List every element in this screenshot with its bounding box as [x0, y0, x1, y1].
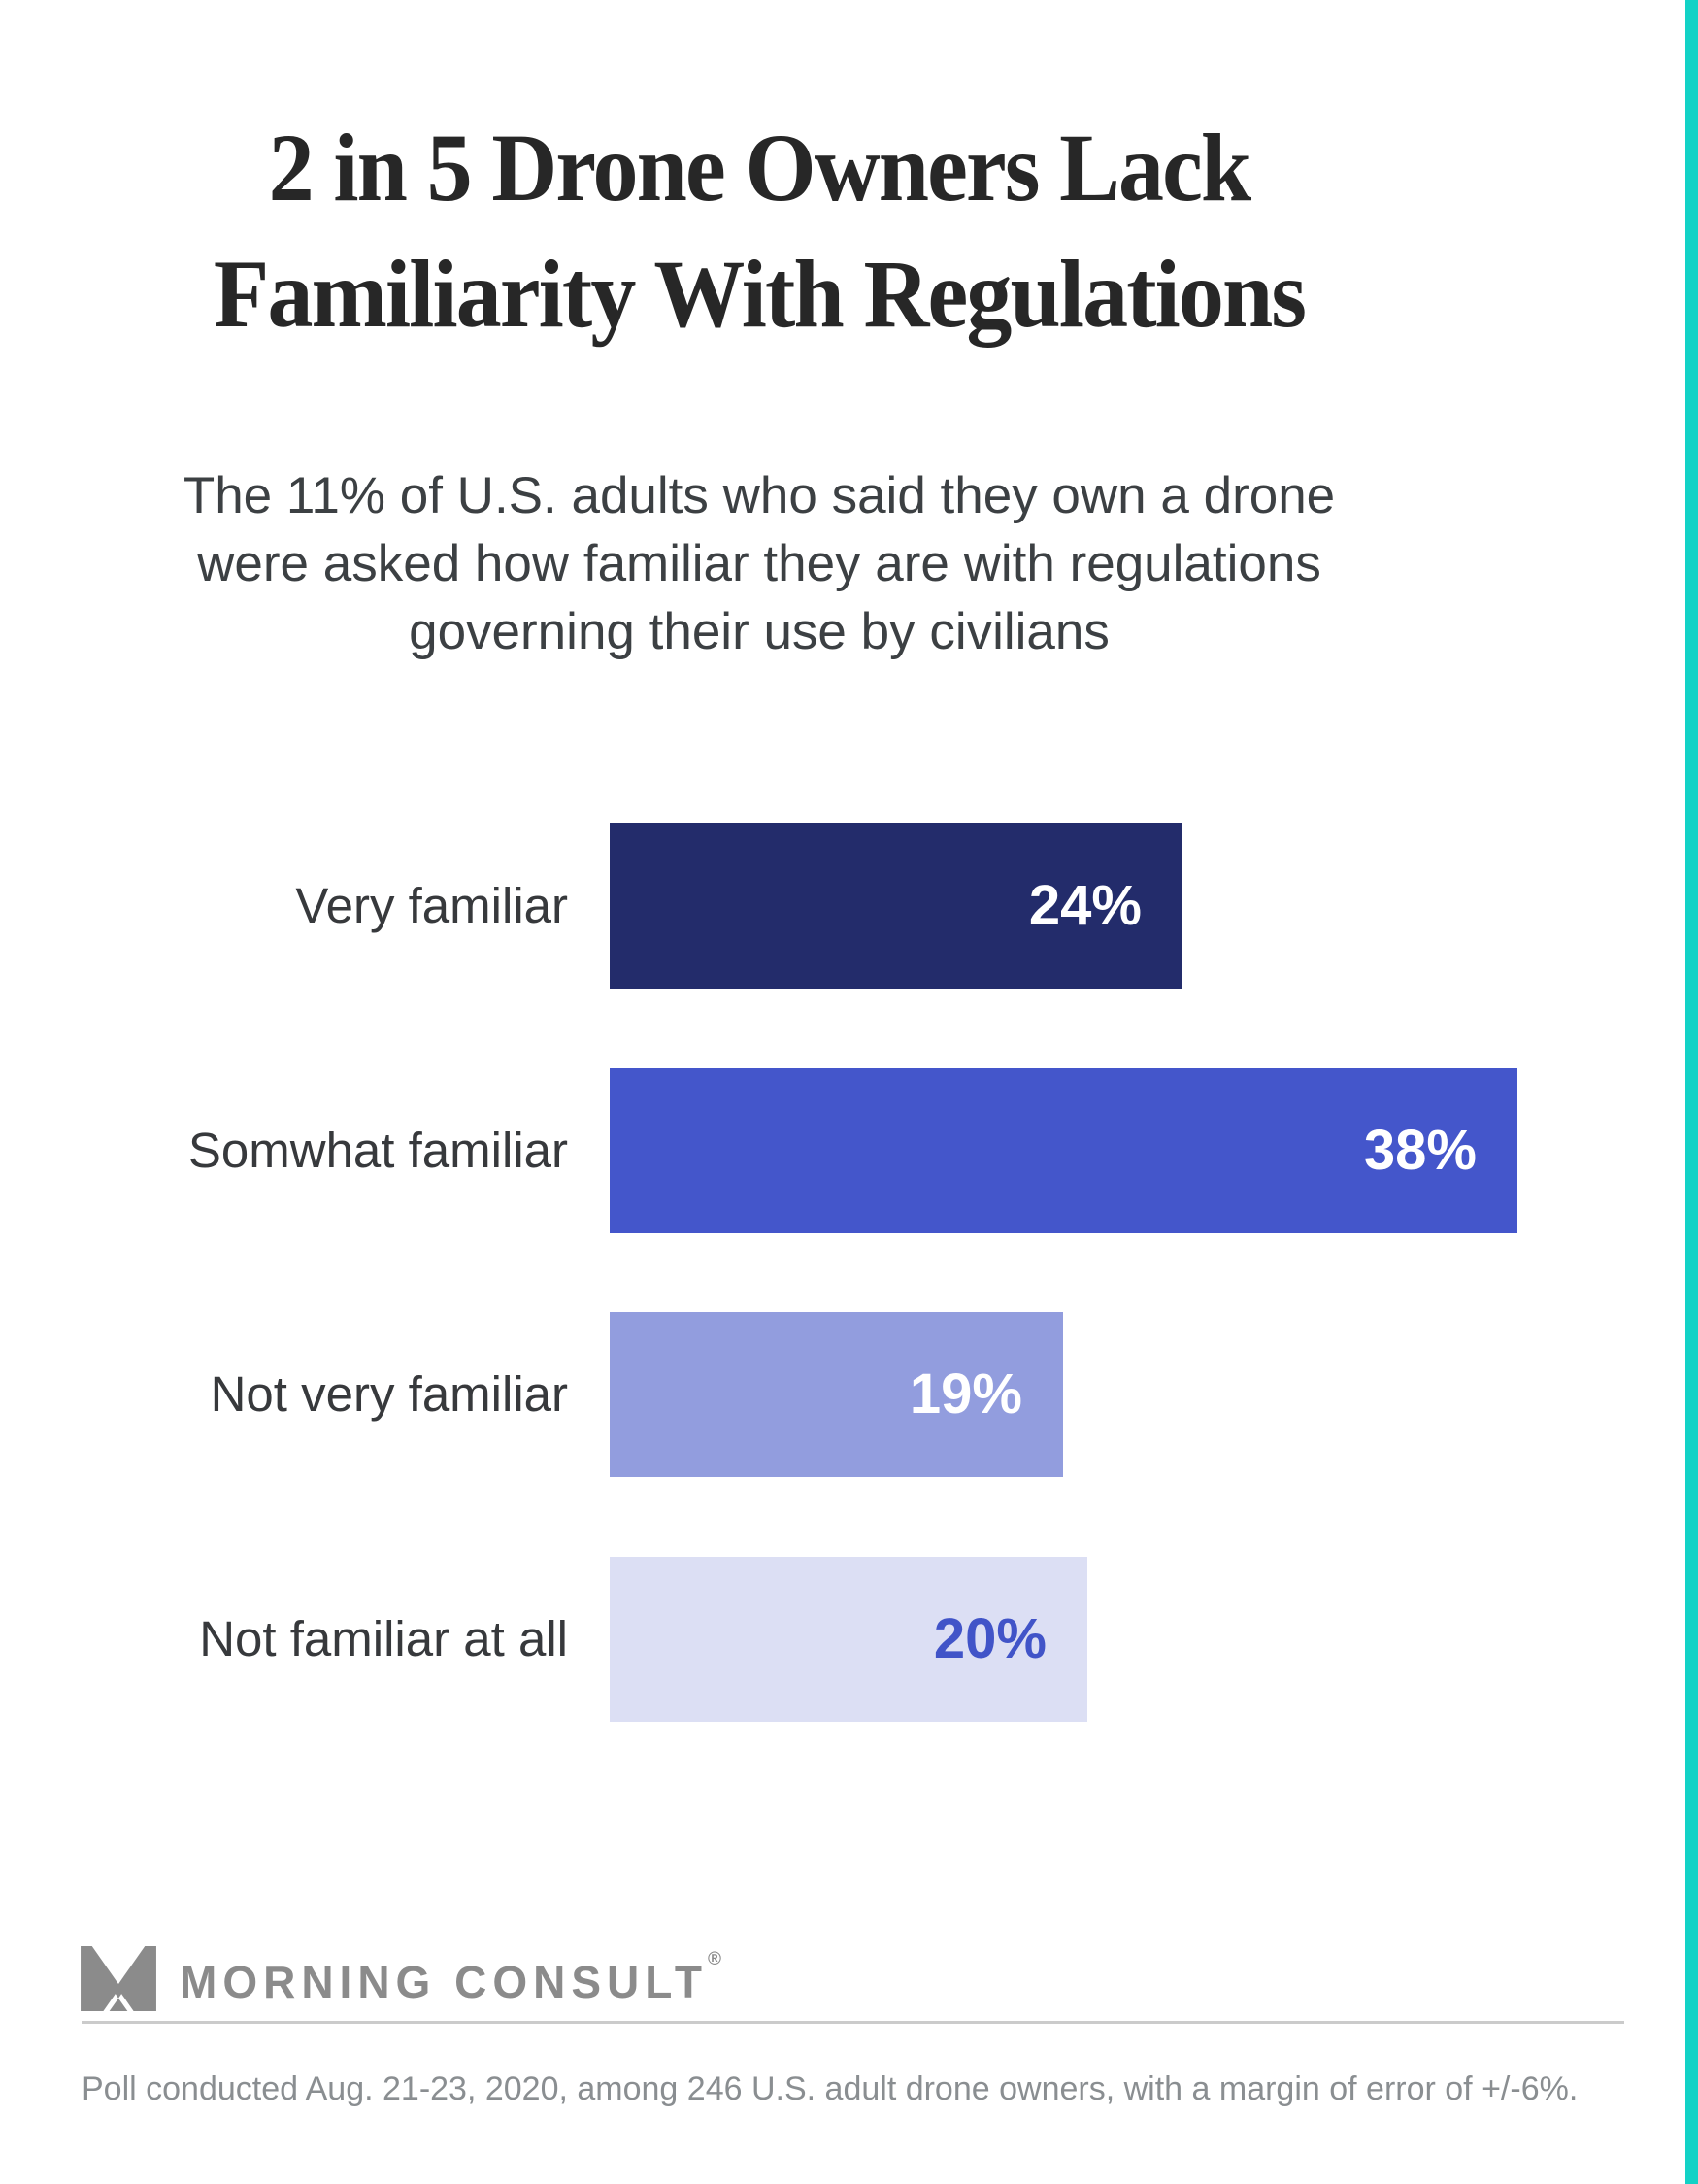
- chart-row: Not familiar at all 20%: [0, 1557, 1698, 1722]
- bar: 38%: [610, 1068, 1517, 1233]
- bar-value-label: 20%: [933, 1607, 1047, 1670]
- chart-row: Very familiar 24%: [0, 823, 1698, 989]
- footer-divider: [82, 2021, 1624, 2024]
- bar-value-label: 24%: [1028, 874, 1142, 937]
- source-note: Poll conducted Aug. 21-23, 2020, among 2…: [82, 2070, 1579, 2107]
- bar: 20%: [610, 1557, 1087, 1722]
- subtitle-line-1: The 11% of U.S. adults who said they own…: [183, 467, 1336, 524]
- morning-consult-m-icon: [81, 1945, 156, 2011]
- logo-wordmark-text: MORNING CONSULT: [180, 1956, 709, 2007]
- morning-consult-logo: MORNING CONSULT®: [81, 1945, 721, 2011]
- bar-label: Somwhat familiar: [187, 1123, 568, 1178]
- title-line-1: 2 in 5 Drone Owners Lack: [268, 114, 1252, 221]
- bar-value-label: 19%: [909, 1362, 1022, 1426]
- bar-label: Very familiar: [295, 878, 568, 933]
- bar-chart: Very familiar 24% Somwhat familiar 38% Not v…: [0, 823, 1698, 1892]
- chart-subtitle: The 11% of U.S. adults who said they own…: [0, 462, 1518, 666]
- chart-row: Somwhat familiar 38%: [0, 1068, 1698, 1233]
- chart-row: Not very familiar 19%: [0, 1312, 1698, 1477]
- bar-value-label: 38%: [1363, 1119, 1477, 1182]
- accent-stripe: [1685, 0, 1698, 2184]
- bar: 19%: [610, 1312, 1063, 1477]
- bar-label: Not familiar at all: [199, 1611, 568, 1666]
- registered-mark: ®: [708, 1948, 722, 1969]
- subtitle-line-2: were asked how familiar they are with re…: [197, 535, 1321, 592]
- bar-label: Not very familiar: [210, 1366, 568, 1422]
- bar: 24%: [610, 823, 1182, 989]
- title-line-2: Familiarity With Regulations: [213, 240, 1307, 348]
- logo-wordmark: MORNING CONSULT®: [180, 1949, 721, 2008]
- page-title: 2 in 5 Drone Owners Lack Familiarity With…: [46, 105, 1473, 357]
- subtitle-line-3: governing their use by civilians: [409, 603, 1110, 660]
